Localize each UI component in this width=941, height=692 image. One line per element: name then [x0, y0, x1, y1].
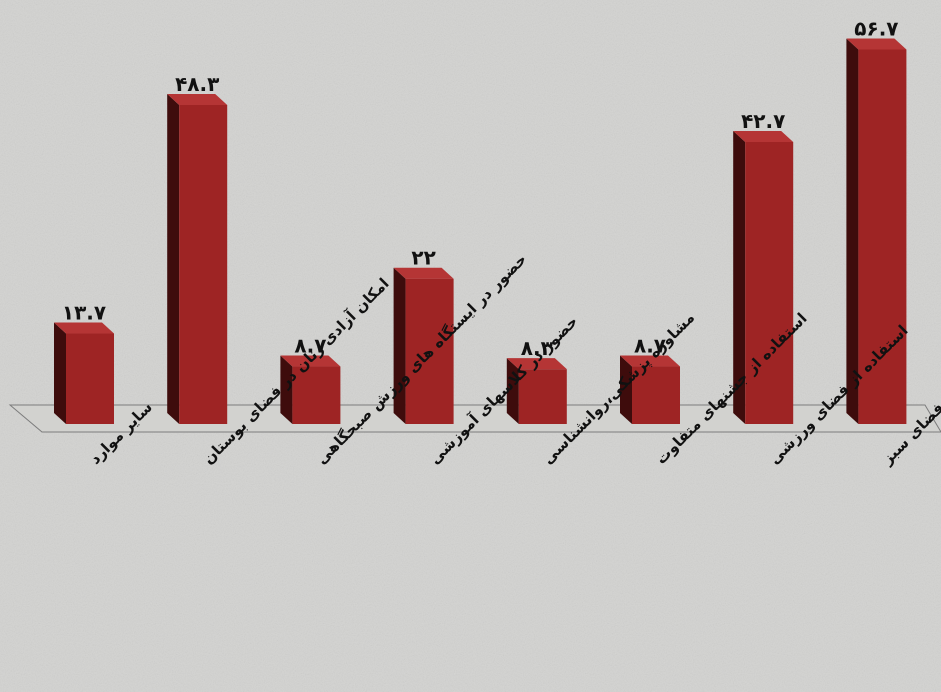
bar-top: [733, 130, 794, 142]
bar: [393, 267, 454, 424]
value-label: ۸.۷: [294, 334, 326, 358]
bar-front: [292, 366, 341, 424]
bar-side: [167, 93, 180, 424]
bar-side: [280, 355, 293, 424]
value-label: ۸.۷: [634, 334, 666, 358]
value-label: ۸.۳: [521, 336, 553, 360]
bar-top: [393, 267, 454, 279]
value-labels-group: ۱۳.۷ ۴۸.۳ ۸.۷ ۲۲ ۸.۳ ۸.۷ ۴۲.۷ ۵۶.۷: [62, 16, 899, 360]
bars-group: [54, 38, 907, 425]
bar: [506, 358, 567, 424]
bar: [280, 355, 341, 424]
bar: [620, 355, 680, 424]
bar: [733, 130, 794, 425]
bar-side: [846, 38, 859, 425]
bar-front: [518, 369, 567, 424]
bar-front: [405, 278, 454, 424]
bar-side: [54, 322, 66, 424]
bar-front: [66, 333, 114, 424]
bar-side: [506, 358, 519, 424]
value-label: ۵۶.۷: [854, 16, 898, 40]
bar-top: [167, 93, 228, 105]
bar-front: [179, 104, 228, 424]
bar-top: [846, 38, 907, 50]
bar-top: [280, 355, 341, 367]
bar-front: [858, 49, 907, 425]
value-label: ۴۲.۷: [741, 109, 785, 133]
value-label: ۴۸.۳: [175, 72, 219, 96]
bar-front: [632, 366, 680, 424]
bar-side: [733, 130, 746, 425]
bar-top: [506, 358, 567, 370]
value-label: ۲۲: [411, 246, 435, 270]
bar: [846, 38, 907, 425]
bar: [54, 322, 114, 424]
bar-top: [54, 322, 114, 334]
bar-side: [393, 267, 406, 424]
bar: [167, 93, 228, 424]
bar-top: [620, 355, 680, 367]
bar-side: [620, 355, 632, 424]
value-label: ۱۳.۷: [62, 301, 106, 325]
bar-front: [745, 141, 794, 425]
